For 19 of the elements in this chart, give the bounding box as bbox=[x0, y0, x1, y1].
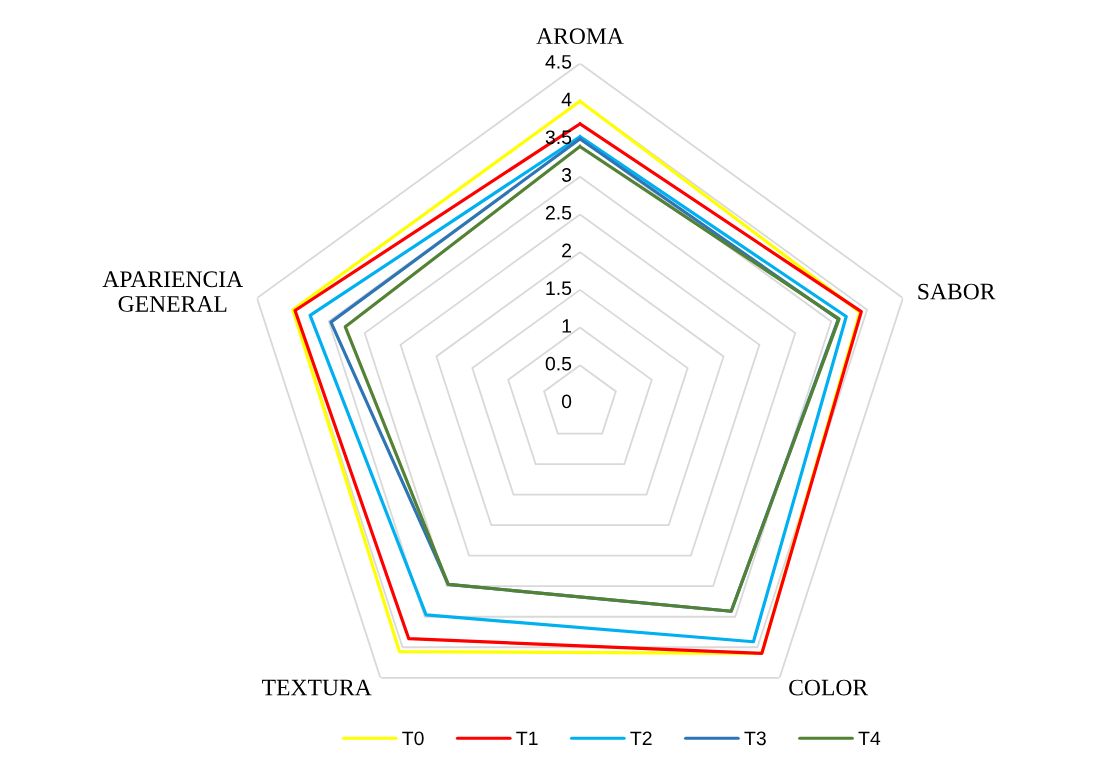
spoke-label: SABOR bbox=[918, 283, 996, 300]
legend-label: T1 bbox=[516, 731, 538, 746]
y-tick-label: 0 bbox=[561, 394, 572, 409]
y-tick-label: 1 bbox=[562, 319, 572, 333]
spoke-label: TEXTURA bbox=[262, 679, 372, 696]
spoke-label: AROMA bbox=[536, 28, 624, 45]
spoke-label: APARIENCIA GENERAL bbox=[102, 271, 243, 312]
y-tick-label: 4.5 bbox=[545, 55, 572, 69]
legend-label: T4 bbox=[858, 731, 881, 746]
y-tick-label: 2 bbox=[562, 243, 571, 258]
y-tick-label: 0.5 bbox=[545, 356, 572, 371]
y-tick-label: 3 bbox=[561, 168, 572, 182]
legend-label: T3 bbox=[744, 731, 766, 746]
spoke-label: COLOR bbox=[789, 679, 869, 696]
y-tick-label: 2.5 bbox=[545, 205, 572, 220]
legend-label: T2 bbox=[630, 731, 652, 746]
y-tick-label: 4 bbox=[561, 92, 572, 107]
y-tick-label: 1.5 bbox=[546, 281, 572, 296]
legend-label: T0 bbox=[402, 731, 424, 746]
